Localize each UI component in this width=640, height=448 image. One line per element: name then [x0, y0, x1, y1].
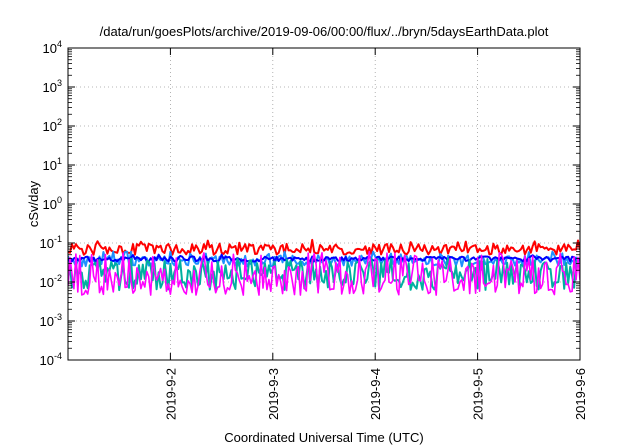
y-tick-label: 100 — [43, 195, 62, 212]
x-tick-label: 2019-9-3 — [266, 368, 281, 420]
y-tick-label: 10-2 — [40, 273, 62, 290]
chart-title: /data/run/goesPlots/archive/2019-09-06/0… — [100, 24, 549, 39]
grid — [68, 48, 581, 360]
series-line — [68, 250, 580, 296]
x-tick-label: 2019-9-4 — [368, 368, 383, 420]
series-line — [68, 238, 580, 256]
series-group — [68, 238, 580, 296]
x-tick-label: 2019-9-5 — [471, 368, 486, 420]
ticks: 10-4 10-3 10-2 10-1 100 101 102 103 104 2019-9-2 2… — [40, 39, 588, 420]
y-tick-label: 10-3 — [40, 312, 62, 329]
y-axis-label: cSv/day — [26, 180, 41, 227]
x-tick-label: 2019-9-6 — [573, 368, 588, 420]
x-axis-label: Coordinated Universal Time (UTC) — [224, 430, 423, 445]
y-tick-label: 102 — [43, 117, 62, 134]
y-tick-label: 10-1 — [40, 234, 62, 251]
y-tick-label: 10-4 — [40, 351, 62, 368]
y-tick-label: 104 — [43, 39, 62, 56]
plot-frame — [67, 47, 581, 361]
y-tick-label: 103 — [43, 78, 62, 95]
y-tick-label: 101 — [43, 156, 62, 173]
x-tick-label: 2019-9-2 — [163, 368, 178, 420]
